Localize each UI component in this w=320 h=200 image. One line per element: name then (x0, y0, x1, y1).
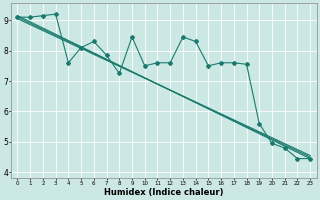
X-axis label: Humidex (Indice chaleur): Humidex (Indice chaleur) (104, 188, 224, 197)
